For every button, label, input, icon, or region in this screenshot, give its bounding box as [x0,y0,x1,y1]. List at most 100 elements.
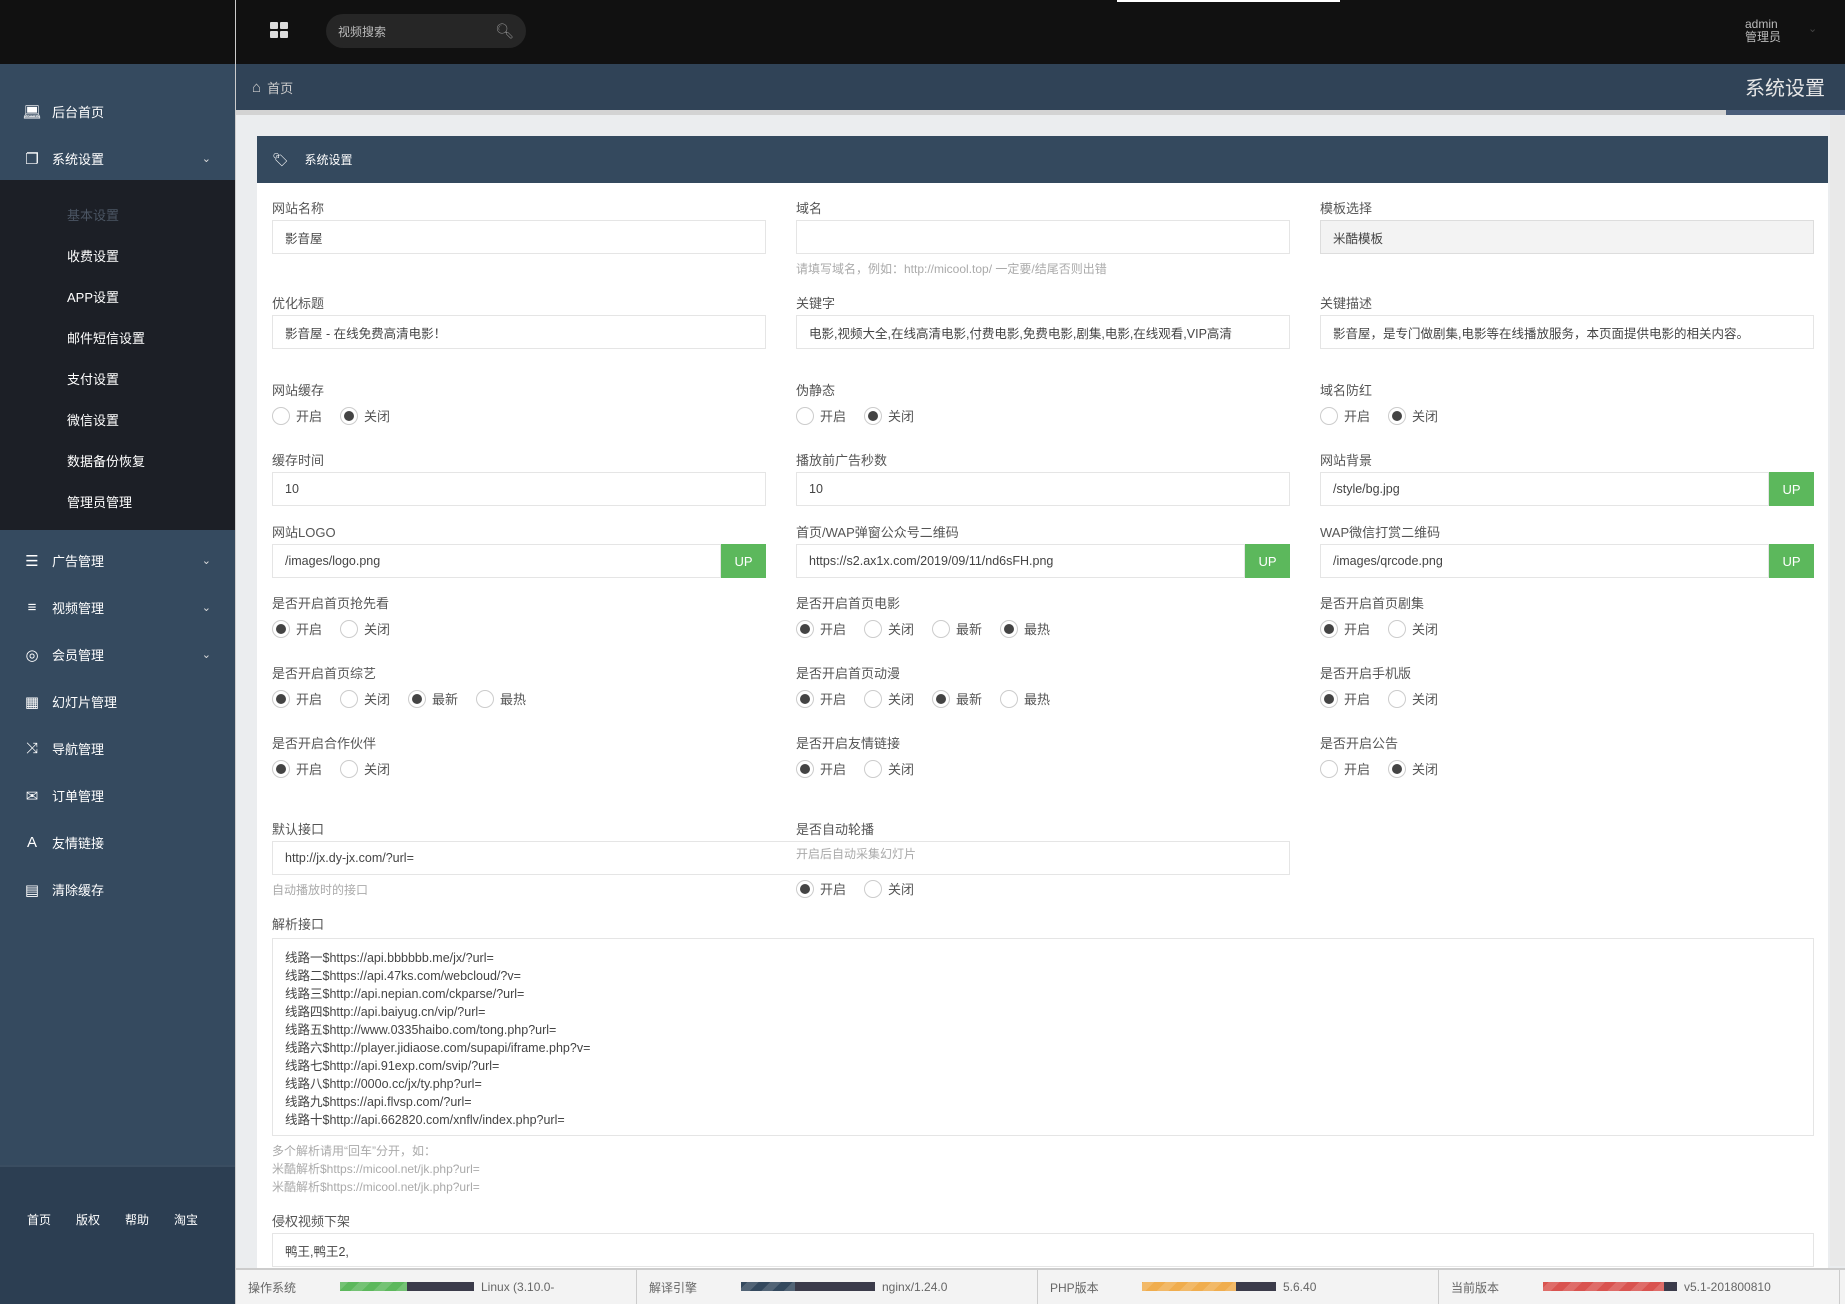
sidebar-item[interactable]: ◎ 会员管理 ⌄ [0,631,235,678]
radio-label[interactable]: 关闭 [1412,622,1439,637]
text-field[interactable] [796,220,1290,254]
chevron-down-icon[interactable]: ⌄ [201,602,211,614]
radio-checked[interactable] [272,619,290,638]
radio-checked[interactable] [1388,406,1407,425]
radio-label[interactable]: 开启 [1344,409,1371,424]
text-field[interactable]: 电影,视频大全,在线高清电影,付费电影,免费电影,剧集,电影,在线观看,VIP高… [796,315,1290,349]
text-field[interactable]: http://jx.dy-jx.com/?url= [272,841,1290,875]
upload-button[interactable]: UP [1769,472,1814,506]
text-field[interactable]: 10 [796,472,1290,506]
radio-unchecked[interactable] [1388,689,1407,708]
sidebar-item[interactable]: A 友情链接 [0,819,235,866]
radio-checked[interactable] [1000,619,1019,638]
scrollbar[interactable] [1830,116,1845,1266]
footer-link[interactable]: 版权 [76,1213,101,1227]
upload-path-field[interactable]: https://s2.ax1x.com/2019/09/11/nd6sFH.pn… [796,544,1245,578]
radio-unchecked[interactable] [864,619,883,638]
radio-unchecked[interactable] [340,759,359,778]
radio-unchecked[interactable] [864,759,883,778]
submenu-item[interactable]: 数据备份恢复 [67,454,146,469]
parse-api-textarea[interactable]: 线路一$https://api.bbbbbb.me/jx/?url= 线路二$h… [272,938,1814,1136]
grid-menu-icon[interactable] [270,22,290,40]
radio-label[interactable]: 关闭 [888,762,915,777]
text-field[interactable]: 鸭王,鸭王2, [272,1233,1814,1267]
radio-unchecked[interactable] [1320,406,1338,425]
radio-checked[interactable] [796,879,814,898]
radio-label[interactable]: 最热 [500,692,527,707]
radio-label[interactable]: 开启 [296,622,323,637]
submenu-item[interactable]: 微信设置 [67,413,120,428]
radio-label[interactable]: 关闭 [364,762,391,777]
sidebar-item[interactable]: ▤ 清除缓存 [0,866,235,913]
radio-checked[interactable] [864,406,883,425]
upload-button[interactable]: UP [1769,544,1814,578]
radio-label[interactable]: 关闭 [364,692,391,707]
upload-path-field[interactable]: /images/logo.png [272,544,721,578]
upload-path-field[interactable]: /style/bg.jpg [1320,472,1769,506]
radio-label[interactable]: 开启 [296,762,323,777]
radio-label[interactable]: 开启 [1344,622,1371,637]
radio-label[interactable]: 关闭 [888,622,915,637]
sidebar-item[interactable]: ≡ 视频管理 ⌄ [0,584,235,631]
upload-path-field[interactable]: /images/qrcode.png [1320,544,1769,578]
radio-checked[interactable] [796,619,814,638]
radio-unchecked[interactable] [476,689,495,708]
radio-label[interactable]: 关闭 [1412,692,1439,707]
radio-label[interactable]: 最热 [1024,692,1051,707]
upload-button[interactable]: UP [721,544,766,578]
radio-checked[interactable] [1320,619,1338,638]
text-field[interactable]: 10 [272,472,766,506]
radio-checked[interactable] [272,759,290,778]
search-icon[interactable]: 🔍︎ [494,23,514,40]
radio-unchecked[interactable] [1320,759,1338,778]
radio-label[interactable]: 开启 [296,692,323,707]
radio-unchecked[interactable] [932,619,951,638]
sidebar-item[interactable]: ▦ 幻灯片管理 [0,678,235,725]
radio-unchecked[interactable] [864,689,883,708]
radio-unchecked[interactable] [272,406,290,425]
user-menu[interactable]: admin 管理员 [1745,18,1781,44]
radio-label[interactable]: 最新 [956,692,983,707]
sidebar-item[interactable]: ✉ 订单管理 [0,772,235,819]
radio-unchecked[interactable] [340,689,359,708]
radio-checked[interactable] [340,406,359,425]
footer-link[interactable]: 帮助 [125,1213,150,1227]
chevron-down-icon[interactable]: ⌄ [201,153,211,165]
sidebar-item[interactable]: ⤨ 导航管理 [0,725,235,772]
submenu-item[interactable]: APP设置 [67,290,120,305]
text-field[interactable]: 影音屋 - 在线免费高清电影！ [272,315,766,349]
radio-label[interactable]: 开启 [820,762,847,777]
radio-label[interactable]: 最热 [1024,622,1051,637]
radio-label[interactable]: 关闭 [888,692,915,707]
radio-checked[interactable] [1388,759,1407,778]
submenu-item[interactable]: 管理员管理 [67,495,133,510]
chevron-down-icon[interactable]: ⌄ [201,555,211,567]
template-select[interactable]: 米酷模板 [1320,220,1814,254]
breadcrumb-home[interactable]: 首页 [267,81,294,96]
radio-unchecked[interactable] [796,406,814,425]
sidebar-item[interactable]: 💻︎ 后台首页 [0,88,235,135]
submenu-item[interactable]: 基本设置 [67,208,120,223]
breadcrumb[interactable]: ⌂ 首页 [252,78,293,97]
radio-label[interactable]: 关闭 [1412,409,1439,424]
chevron-down-icon[interactable]: ⌄ [201,649,211,661]
radio-label[interactable]: 开启 [820,882,847,897]
radio-label[interactable]: 关闭 [364,622,391,637]
radio-label[interactable]: 关闭 [888,409,915,424]
radio-checked[interactable] [932,689,951,708]
footer-link[interactable]: 淘宝 [174,1213,199,1227]
radio-label[interactable]: 关闭 [364,409,391,424]
upload-button[interactable]: UP [1245,544,1290,578]
radio-unchecked[interactable] [864,879,883,898]
submenu-item[interactable]: 收费设置 [67,249,120,264]
radio-label[interactable]: 最新 [956,622,983,637]
radio-label[interactable]: 开启 [296,409,323,424]
sidebar-item[interactable]: ☰ 广告管理 ⌄ [0,537,235,584]
radio-label[interactable]: 开启 [820,409,847,424]
radio-unchecked[interactable] [1000,689,1019,708]
radio-label[interactable]: 关闭 [1412,762,1439,777]
radio-label[interactable]: 关闭 [888,882,915,897]
radio-label[interactable]: 最新 [432,692,459,707]
radio-label[interactable]: 开启 [820,692,847,707]
radio-checked[interactable] [796,689,814,708]
